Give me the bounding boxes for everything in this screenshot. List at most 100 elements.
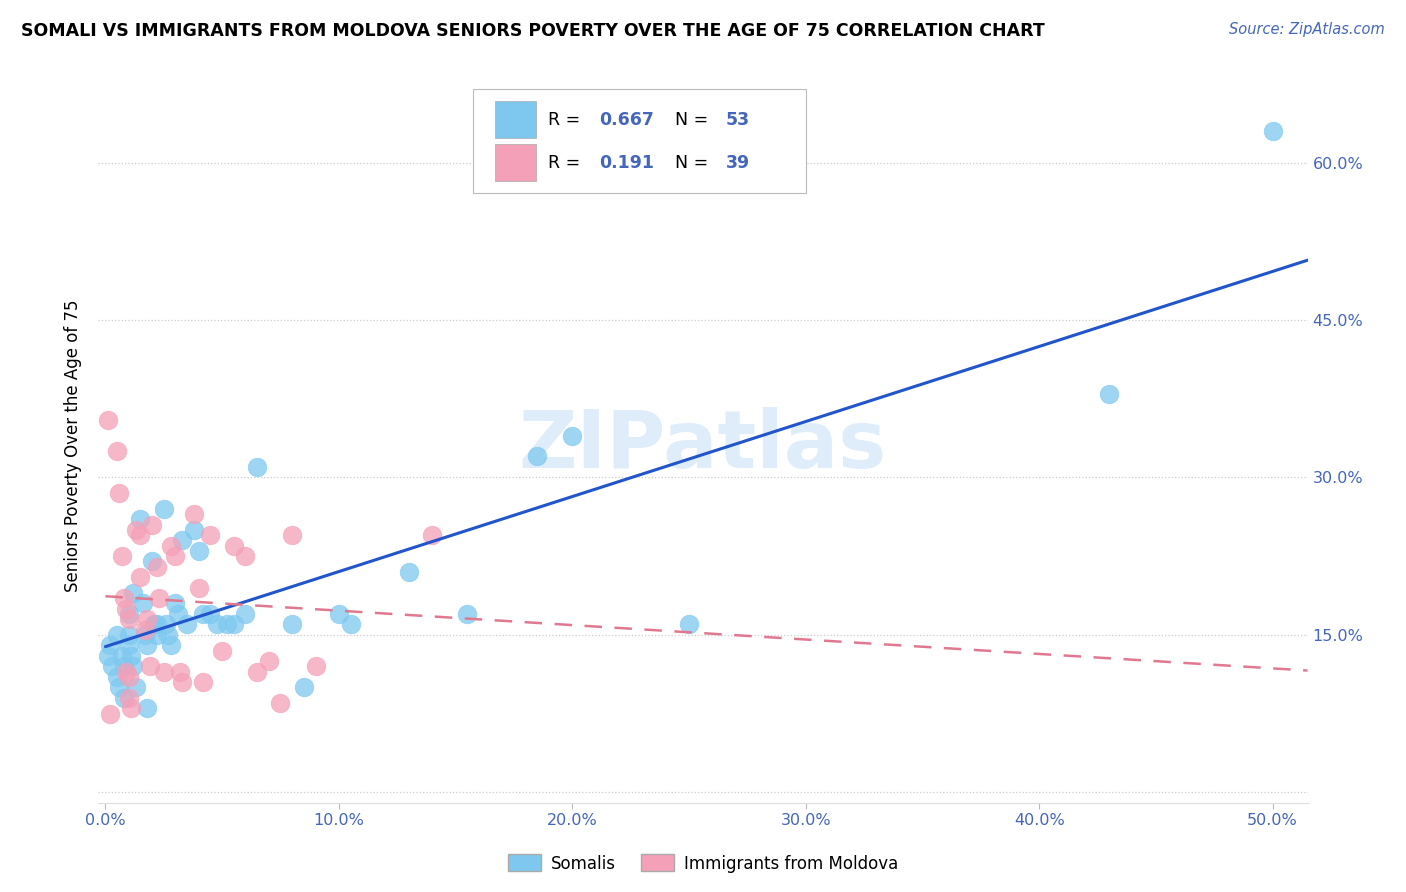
Point bbox=[129, 570, 152, 584]
Point bbox=[193, 607, 215, 621]
Point bbox=[98, 639, 121, 653]
Point bbox=[134, 628, 156, 642]
Point bbox=[200, 528, 222, 542]
Point bbox=[148, 591, 170, 606]
Point bbox=[152, 502, 174, 516]
Text: R =: R = bbox=[548, 111, 586, 128]
Point bbox=[152, 665, 174, 679]
Point bbox=[146, 559, 169, 574]
Point bbox=[169, 665, 191, 679]
Point bbox=[246, 460, 269, 475]
Point bbox=[112, 659, 135, 673]
Point bbox=[211, 643, 233, 657]
Point bbox=[115, 601, 138, 615]
Point bbox=[143, 617, 166, 632]
Legend: Somalis, Immigrants from Moldova: Somalis, Immigrants from Moldova bbox=[501, 847, 905, 880]
Point bbox=[246, 665, 269, 679]
Point bbox=[146, 617, 169, 632]
Point bbox=[111, 648, 134, 663]
Point bbox=[125, 681, 148, 695]
Point bbox=[108, 486, 131, 500]
Point bbox=[215, 617, 238, 632]
Point bbox=[1098, 386, 1121, 401]
Point bbox=[183, 507, 205, 521]
Point bbox=[122, 659, 145, 673]
Point bbox=[146, 628, 169, 642]
Point bbox=[165, 596, 187, 610]
Point bbox=[281, 617, 304, 632]
Text: 39: 39 bbox=[725, 153, 749, 171]
Point bbox=[98, 706, 121, 721]
Point bbox=[257, 654, 280, 668]
Point bbox=[176, 617, 198, 632]
Point bbox=[281, 528, 304, 542]
Point bbox=[136, 639, 159, 653]
Point bbox=[292, 681, 315, 695]
Point bbox=[304, 659, 326, 673]
Point bbox=[129, 512, 152, 526]
Point bbox=[115, 665, 138, 679]
Point bbox=[112, 690, 135, 705]
Point bbox=[118, 628, 141, 642]
Point bbox=[187, 581, 209, 595]
Point bbox=[165, 549, 187, 564]
Point bbox=[120, 701, 142, 715]
Point bbox=[108, 681, 131, 695]
Point bbox=[97, 413, 120, 427]
FancyBboxPatch shape bbox=[495, 145, 536, 181]
Point bbox=[398, 565, 420, 579]
Point bbox=[222, 617, 245, 632]
Point bbox=[118, 690, 141, 705]
Point bbox=[207, 617, 229, 632]
Point bbox=[328, 607, 350, 621]
Text: 53: 53 bbox=[725, 111, 749, 128]
Point bbox=[111, 549, 134, 564]
Point bbox=[1261, 124, 1284, 138]
Point bbox=[118, 670, 141, 684]
Point bbox=[136, 612, 159, 626]
Point bbox=[172, 533, 194, 548]
Point bbox=[235, 549, 257, 564]
Point bbox=[141, 517, 163, 532]
Point bbox=[200, 607, 222, 621]
Point bbox=[235, 607, 257, 621]
Point bbox=[222, 539, 245, 553]
Point bbox=[561, 428, 583, 442]
Point bbox=[159, 539, 181, 553]
Text: 0.667: 0.667 bbox=[599, 111, 654, 128]
Point bbox=[187, 544, 209, 558]
Text: 0.191: 0.191 bbox=[599, 153, 654, 171]
Point bbox=[678, 617, 700, 632]
Point bbox=[132, 596, 155, 610]
Point bbox=[339, 617, 361, 632]
FancyBboxPatch shape bbox=[495, 102, 536, 138]
Point bbox=[120, 648, 142, 663]
Text: SOMALI VS IMMIGRANTS FROM MOLDOVA SENIORS POVERTY OVER THE AGE OF 75 CORRELATION: SOMALI VS IMMIGRANTS FROM MOLDOVA SENIOR… bbox=[21, 22, 1045, 40]
Point bbox=[136, 701, 159, 715]
Point bbox=[139, 659, 162, 673]
Point bbox=[118, 639, 141, 653]
Point bbox=[101, 659, 124, 673]
Point bbox=[112, 591, 135, 606]
Point bbox=[97, 648, 120, 663]
Point bbox=[105, 444, 128, 458]
Y-axis label: Seniors Poverty Over the Age of 75: Seniors Poverty Over the Age of 75 bbox=[65, 300, 83, 592]
FancyBboxPatch shape bbox=[474, 89, 806, 193]
Point bbox=[172, 675, 194, 690]
Point bbox=[157, 628, 180, 642]
Point bbox=[183, 523, 205, 537]
Point bbox=[125, 523, 148, 537]
Point bbox=[129, 528, 152, 542]
Point bbox=[118, 607, 141, 621]
Text: ZIPatlas: ZIPatlas bbox=[519, 407, 887, 485]
Point bbox=[105, 670, 128, 684]
Point bbox=[166, 607, 188, 621]
Point bbox=[155, 617, 177, 632]
Point bbox=[118, 612, 141, 626]
Point bbox=[141, 554, 163, 568]
Point bbox=[526, 450, 548, 464]
Point bbox=[105, 628, 128, 642]
Text: Source: ZipAtlas.com: Source: ZipAtlas.com bbox=[1229, 22, 1385, 37]
Point bbox=[420, 528, 443, 542]
Text: N =: N = bbox=[675, 111, 714, 128]
